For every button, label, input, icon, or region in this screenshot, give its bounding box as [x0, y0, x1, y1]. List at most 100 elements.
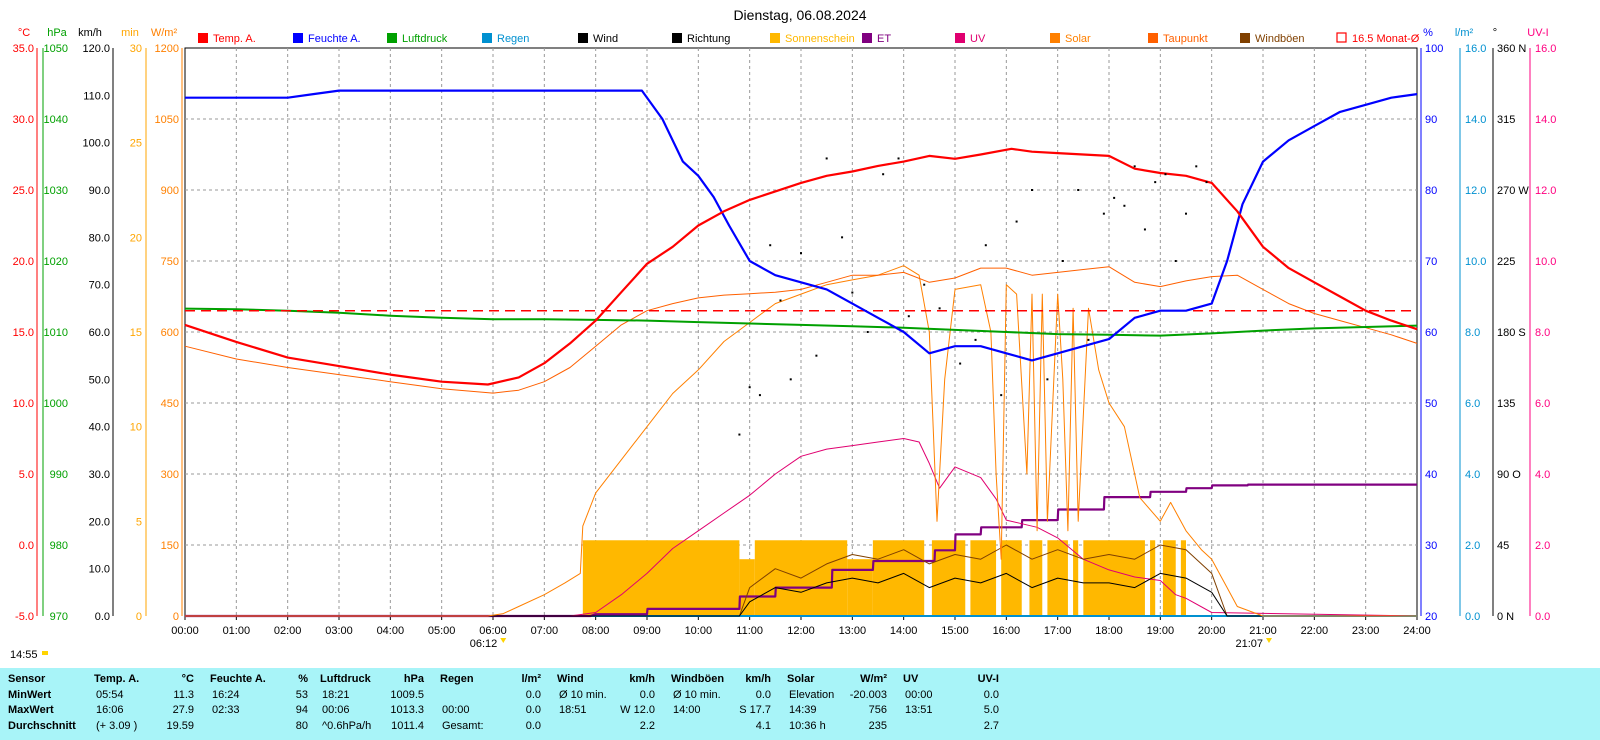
sunshine_min-tick-label: 15	[130, 327, 142, 339]
x-tick-label: 22:00	[1301, 625, 1329, 637]
stats-cell: 14:39 756	[789, 704, 887, 716]
stats-cell: 80	[295, 719, 308, 732]
wind-tick-label: 110.0	[83, 90, 110, 102]
stats-cell: 18:21 1009.5	[322, 688, 424, 701]
stats-header: UV UV-I	[903, 672, 1003, 688]
direction-point	[1185, 212, 1187, 215]
humidity-tick-label: 100	[1425, 43, 1443, 55]
legend-label: Luftdruck	[402, 33, 448, 45]
legend-swatch	[770, 33, 780, 43]
stats-cell: 0.0	[525, 688, 541, 701]
uv-tick-label: 10.0	[1535, 256, 1556, 268]
temp-tick-label: 15.0	[13, 327, 34, 339]
sunrise-marker	[500, 638, 507, 643]
stats-cell: 05:54 11.3	[96, 688, 194, 701]
stats-cell: Durchschnitt	[8, 719, 76, 732]
stats-cell: MinWert	[8, 688, 52, 701]
legend-swatch	[578, 33, 588, 43]
humidity-tick-label: 80	[1425, 185, 1437, 197]
stats-column: Wind km/h Ø 10 min. 0.0 18:51 W 12.0 2.2	[557, 672, 659, 734]
legend-label: Temp. A.	[213, 33, 256, 45]
sunshine-bar	[1073, 540, 1079, 616]
sunshine-bar	[872, 540, 925, 616]
stats-header-label: Temp. A.	[94, 673, 140, 685]
x-tick-label: 00:00	[171, 625, 199, 637]
direction-point	[1000, 394, 1003, 397]
x-tick-label: 13:00	[839, 625, 867, 637]
stats-header-unit: °C	[181, 673, 194, 685]
uv-tick-label: 14.0	[1535, 114, 1556, 126]
direction-point	[1077, 189, 1080, 191]
solar-tick-label: 1050	[155, 114, 179, 126]
direction-point	[1133, 165, 1136, 168]
humidity-axis-title: %	[1423, 27, 1433, 39]
pressure-tick-label: 1000	[44, 398, 68, 410]
stats-column: Sensor MinWert MaxWert Durchschnitt	[8, 672, 88, 734]
direction-point	[1113, 196, 1116, 199]
legend-label: Taupunkt	[1163, 33, 1208, 45]
stats-header: Wind km/h	[557, 672, 659, 688]
x-tick-label: 09:00	[633, 625, 661, 637]
stats-header-unit: %	[298, 673, 308, 685]
x-tick-label: 23:00	[1352, 625, 1380, 637]
series-uv	[185, 438, 1418, 617]
sunshine-bar	[1029, 540, 1043, 616]
series	[184, 89, 1418, 618]
x-tick-label: 10:00	[685, 625, 713, 637]
legend-swatch	[293, 33, 303, 43]
x-tick-label: 18:00	[1095, 625, 1123, 637]
legend-label: Solar	[1065, 33, 1091, 45]
temp-tick-label: 0.0	[19, 540, 34, 552]
x-tick-label: 12:00	[787, 625, 815, 637]
direction-point	[882, 173, 885, 176]
pressure-tick-label: 1020	[44, 256, 68, 268]
uv-tick-label: 6.0	[1535, 398, 1550, 410]
sunshine_min-tick-label: 0	[136, 611, 142, 623]
wind-tick-label: 100.0	[82, 138, 110, 150]
axes: -5.0 0.0 5.0 10.0 15.0 20.0 25.0 30.0 35.0 °C 970 9…	[13, 27, 1557, 637]
legend-swatch	[1336, 32, 1347, 43]
solar-tick-label: 150	[161, 540, 179, 552]
x-tick-label: 15:00	[941, 625, 969, 637]
x-tick-label: 24:00	[1403, 625, 1431, 637]
solar-tick-label: 1200	[155, 43, 179, 55]
direction-point	[897, 157, 900, 160]
stats-header: Sensor	[8, 672, 88, 688]
stats-cell: Elevation -20.003	[789, 688, 887, 701]
direction-point	[1087, 338, 1090, 341]
series-temp-a-	[184, 147, 1418, 386]
x-tick-label: 04:00	[377, 625, 405, 637]
series-wind	[185, 572, 1417, 617]
stats-header-unit: l/m²	[521, 673, 541, 685]
stats-header: Windböen km/h	[671, 672, 775, 688]
legend-swatch	[1148, 33, 1158, 43]
x-tick-label: 05:00	[428, 625, 456, 637]
humidity-tick-label: 90	[1425, 114, 1437, 126]
x-tick-label: 02:00	[274, 625, 302, 637]
stats-cell: 00:00 0.0	[442, 704, 541, 716]
legend-swatch	[198, 33, 208, 43]
uv-tick-label: 4.0	[1535, 469, 1550, 481]
wind-axis-title: km/h	[78, 27, 102, 39]
stats-cell: Ø 10 min. 0.0	[673, 688, 771, 701]
statistics-table: Sensor MinWert MaxWert Durchschnitt Temp. A.…	[0, 668, 1600, 740]
stats-header-unit: UV-I	[977, 673, 999, 685]
legend-label: Sonnenschein	[785, 33, 855, 45]
sunshine_min-tick-label: 30	[130, 43, 142, 55]
stats-header-label: Feuchte A.	[210, 673, 266, 685]
stats-cell: 2.7	[983, 719, 999, 732]
stats-cell: Ø 10 min. 0.0	[559, 688, 655, 701]
stats-column: Feuchte A.% 16:24 53 02:33 94 80	[210, 672, 312, 734]
stats-header: Solar W/m²	[787, 672, 891, 688]
humidity-tick-label: 60	[1425, 327, 1437, 339]
solar-axis-title: W/m²	[151, 27, 178, 39]
x-tick-label: 03:00	[325, 625, 353, 637]
wind-tick-label: 20.0	[89, 516, 110, 528]
stats-column: Windböen km/h Ø 10 min. 0.0 14:00 S 17.7 4.1	[671, 672, 775, 734]
direction-points	[738, 157, 1208, 436]
humidity-tick-label: 40	[1425, 469, 1437, 481]
stats-column: Regen l/m² 0.0 00:00 0.0 Gesamt: 0.0	[440, 672, 545, 734]
x-tick-label: 20:00	[1198, 625, 1226, 637]
wind-tick-label: 30.0	[89, 469, 110, 481]
wind-tick-label: 70.0	[89, 280, 110, 292]
